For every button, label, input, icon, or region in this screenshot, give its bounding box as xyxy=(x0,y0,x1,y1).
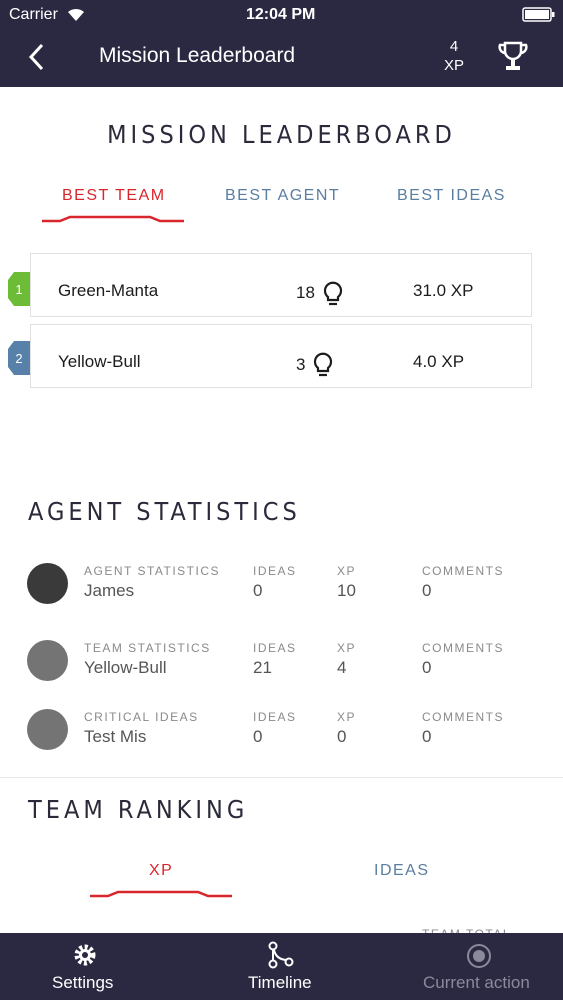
stat-label: TEAM STATISTICS xyxy=(84,641,211,655)
stat-value: 0 xyxy=(337,727,347,746)
stat-value: 0 xyxy=(422,658,432,677)
divider xyxy=(0,777,563,778)
tab[interactable]: BEST AGENT xyxy=(225,187,341,204)
time: 12:04 PM xyxy=(246,6,316,23)
tab[interactable]: XP xyxy=(149,862,174,879)
stat-value: 0 xyxy=(253,581,263,600)
tab-item[interactable]: Current action xyxy=(423,973,530,992)
xp-badge: 4 XP xyxy=(440,37,468,75)
column-label: XP xyxy=(337,641,357,655)
tab-bar: Settings Timeline Current action xyxy=(0,933,563,1000)
trophy-icon[interactable] xyxy=(498,41,528,73)
xp-unit: XP xyxy=(443,57,464,74)
team-row[interactable]: Yellow-Bull 3 4.0 XP xyxy=(30,324,532,388)
timeline-icon xyxy=(268,941,294,969)
column-label: COMMENTS xyxy=(422,641,504,655)
stat-label: AGENT STATISTICS xyxy=(84,564,221,578)
team-name: Green-Manta xyxy=(58,281,159,300)
stat-name: Test Mis xyxy=(84,727,147,746)
stat-value: 0 xyxy=(253,727,263,746)
rank: 2 xyxy=(15,351,22,366)
stat-name: Yellow-Bull xyxy=(84,658,167,677)
avatar xyxy=(27,563,68,604)
tab-item[interactable]: Settings xyxy=(52,973,114,992)
nav-title: Mission Leaderboard xyxy=(99,44,296,67)
stat-value: 0 xyxy=(422,581,432,600)
section-title: TEAM RANKING xyxy=(28,795,249,824)
back-button[interactable] xyxy=(26,43,46,71)
bulb-icon xyxy=(323,281,343,306)
team-ideas: 3 xyxy=(296,355,306,374)
tab-item[interactable]: Timeline xyxy=(248,973,312,992)
column-label: XP xyxy=(337,564,357,578)
rank-badge: 2 xyxy=(8,341,30,375)
stat-value: 10 xyxy=(337,581,356,600)
action-icon xyxy=(467,944,491,968)
section-title: AGENT STATISTICS xyxy=(28,497,301,526)
column-label: IDEAS xyxy=(253,564,297,578)
header: Carrier 12:04 PM Mission Leaderboard 4 X… xyxy=(0,0,563,87)
column-label: IDEAS xyxy=(253,710,297,724)
team-ideas: 18 xyxy=(296,283,315,302)
tab-indicator xyxy=(42,215,184,223)
wifi-icon xyxy=(68,8,84,21)
tab[interactable]: BEST IDEAS xyxy=(397,187,506,204)
battery-icon xyxy=(522,7,555,22)
tab[interactable]: IDEAS xyxy=(374,862,430,879)
column-label: XP xyxy=(337,710,357,724)
stat-value: 4 xyxy=(337,658,347,677)
stat-value: 21 xyxy=(253,658,272,677)
stat-value: 0 xyxy=(422,727,432,746)
tab[interactable]: BEST TEAM xyxy=(62,187,166,204)
team-xp: 4.0 XP xyxy=(413,352,465,371)
team-row[interactable]: Green-Manta 18 31.0 XP xyxy=(30,253,532,317)
leaderboard-title: MISSION LEADERBOARD xyxy=(107,120,456,149)
avatar xyxy=(27,709,68,750)
column-label: IDEAS xyxy=(253,641,297,655)
team-name: Yellow-Bull xyxy=(58,352,141,371)
carrier: Carrier xyxy=(9,6,58,23)
column-label: COMMENTS xyxy=(422,710,504,724)
xp-value: 4 xyxy=(449,38,459,55)
team-xp: 31.0 XP xyxy=(413,281,474,300)
stat-label: CRITICAL IDEAS xyxy=(84,710,199,724)
avatar xyxy=(27,640,68,681)
rank-badge: 1 xyxy=(8,272,30,306)
column-label: COMMENTS xyxy=(422,564,504,578)
tab-indicator xyxy=(90,890,232,898)
bulb-icon xyxy=(313,352,333,377)
stat-name: James xyxy=(84,581,135,600)
settings-icon xyxy=(74,944,96,966)
rank: 1 xyxy=(15,282,22,297)
